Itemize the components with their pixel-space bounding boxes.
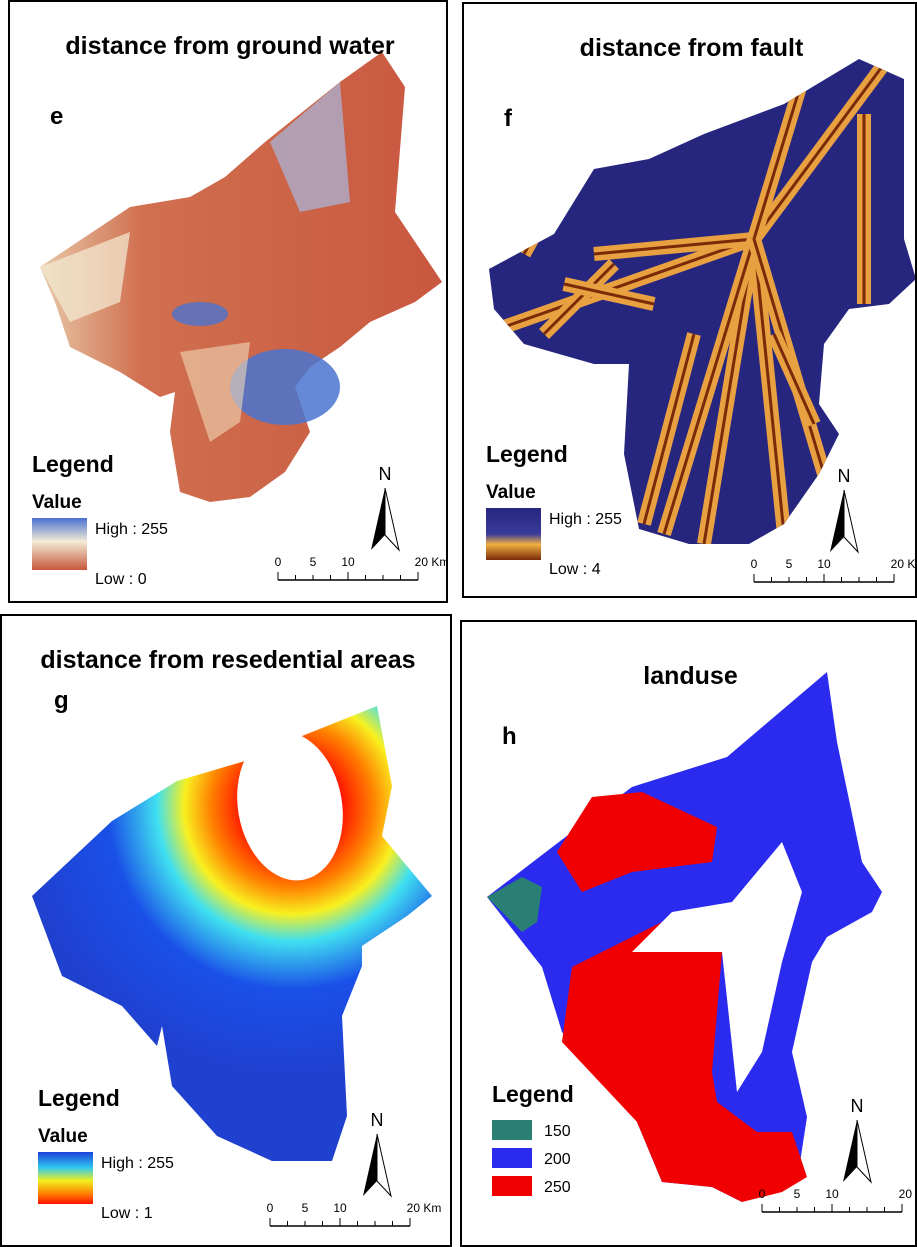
map: landuse h Legend 150 200 250 N 0 5 10 20 Km [462, 622, 917, 1247]
legend-swatch [492, 1120, 532, 1140]
north-arrow [843, 1120, 857, 1182]
scale-label: 20 Km [899, 1187, 917, 1201]
legend-high: High : 255 [101, 1155, 174, 1172]
scale-label: 20 Km [891, 557, 917, 571]
north-arrow [857, 1120, 871, 1182]
legend-low: Low : 0 [95, 571, 147, 588]
scale-label: 10 [825, 1187, 839, 1201]
map: distance from ground water e Legend Value Hi… [10, 2, 448, 603]
scale-label: 20 Km [407, 1201, 442, 1215]
scale-label: 0 [275, 555, 282, 569]
map: distance from resedential areas g Legend Va… [2, 616, 452, 1247]
north-arrow [385, 488, 399, 550]
legend-subtitle: Value [32, 492, 82, 513]
panel-letter: g [54, 687, 69, 714]
scale-label: 10 [333, 1201, 347, 1215]
legend-title: Legend [492, 1081, 574, 1107]
map-panel: landuse h Legend 150 200 250 N 0 5 10 20 Km [460, 620, 917, 1247]
scale-label: 10 [817, 557, 831, 571]
scale-label: 5 [310, 555, 317, 569]
scale-label: 0 [759, 1187, 766, 1201]
legend-swatch [492, 1176, 532, 1196]
legend-ramp [38, 1152, 93, 1204]
legend-low: Low : 1 [101, 1205, 153, 1222]
map-patch [487, 877, 542, 932]
legend-high: High : 255 [549, 511, 622, 528]
map-panel: distance from fault f Legend Value High : 25… [462, 2, 917, 598]
scale-label: 0 [751, 557, 758, 571]
map-region [489, 59, 916, 544]
map-panel: distance from resedential areas g Legend Va… [0, 614, 452, 1247]
north-label: N [379, 464, 392, 484]
map-panel: distance from ground water e Legend Value Hi… [8, 0, 448, 603]
legend-subtitle: Value [486, 482, 536, 503]
panel-title: distance from resedential areas [40, 646, 415, 674]
legend-label: 250 [544, 1179, 571, 1196]
legend-title: Legend [32, 451, 114, 477]
scale-label: 10 [341, 555, 355, 569]
legend-label: 150 [544, 1123, 571, 1140]
scale-label: 0 [267, 1201, 274, 1215]
legend-label: 200 [544, 1151, 571, 1168]
map-patch [172, 302, 228, 326]
scale-label: 20 Km [415, 555, 448, 569]
legend-ramp [32, 518, 87, 570]
panel-letter: h [502, 723, 517, 750]
panel-title: landuse [643, 662, 738, 690]
north-arrow [363, 1134, 377, 1196]
legend-title: Legend [38, 1085, 120, 1111]
panel-title: distance from fault [580, 34, 804, 62]
legend-ramp [486, 508, 541, 560]
north-arrow [844, 490, 858, 552]
map: distance from fault f Legend Value High : 25… [464, 4, 917, 598]
panel-letter: e [50, 103, 63, 130]
scale-label: 5 [302, 1201, 309, 1215]
panel-title: distance from ground water [65, 32, 394, 60]
legend-swatch [492, 1148, 532, 1168]
north-label: N [851, 1096, 864, 1116]
legend-title: Legend [486, 441, 568, 467]
north-arrow [830, 490, 844, 552]
north-label: N [838, 466, 851, 486]
north-arrow [371, 488, 385, 550]
legend-high: High : 255 [95, 521, 168, 538]
figure: (() => { const data = JSON.parse(documen… [0, 0, 917, 1247]
legend-subtitle: Value [38, 1126, 88, 1147]
north-label: N [371, 1110, 384, 1130]
scale-label: 5 [794, 1187, 801, 1201]
panel-letter: f [504, 105, 513, 132]
legend-low: Low : 4 [549, 561, 601, 578]
north-arrow [377, 1134, 391, 1196]
scale-label: 5 [786, 557, 793, 571]
